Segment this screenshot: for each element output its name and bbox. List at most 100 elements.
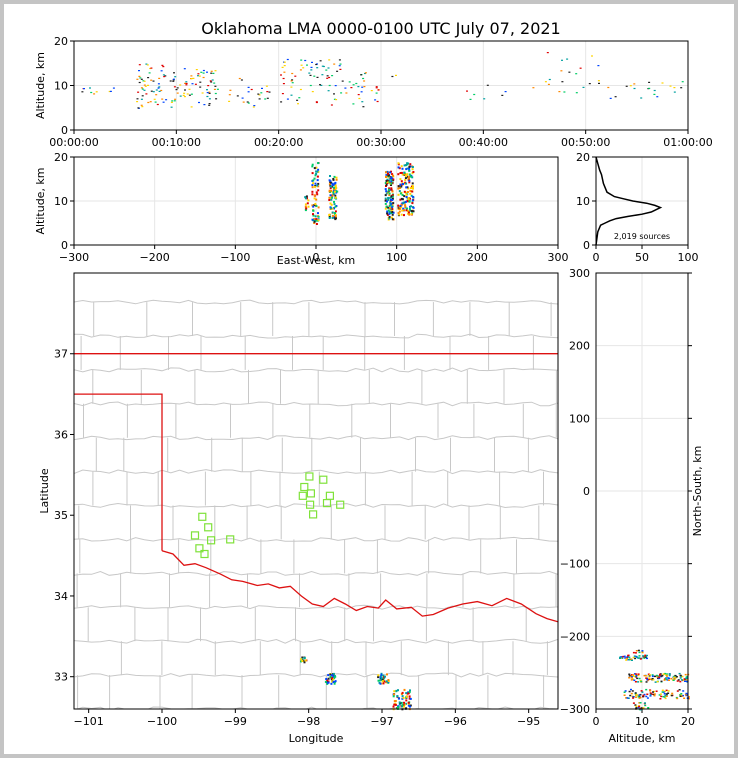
altitude-histogram-xtick-label: 0 [593,251,600,264]
lma-station-marker [319,475,328,484]
time-altitude-source-point [364,72,366,75]
ew-altitude-source-point [386,178,389,181]
time-altitude-source-point [306,64,308,66]
altitude-ns-source-point [637,657,640,659]
ew-altitude-source-point [313,218,316,221]
altitude-ns-source-point [661,691,664,693]
time-altitude-source-point [170,106,173,108]
time-altitude-source-point [350,87,353,89]
plan-view-source-point [382,682,385,685]
time-altitude-source-point [298,97,301,99]
time-altitude-source-point [150,90,153,92]
ew-altitude-xtick-label: 200 [467,251,488,264]
time-altitude-source-point [352,103,355,105]
ew-altitude-source-point [328,214,331,216]
altitude-ns-source-point [653,693,656,695]
ew-altitude-source-point [333,200,335,203]
ew-altitude-source-point [405,175,407,178]
time-altitude-source-point [247,102,250,104]
ew-altitude-source-point [405,196,408,198]
time-altitude-source-point [311,91,314,93]
altitude-ns-source-point [685,677,687,680]
ew-altitude-source-point [397,162,400,165]
plan-view-source-point [401,704,404,707]
ew-altitude-source-point [307,205,310,208]
plan-view-source-point [332,672,335,675]
altitude-ns-source-point [630,674,633,676]
altitude-ns-xtick-label: 10 [635,715,649,728]
plan-view-xtick-label: −99 [224,715,247,728]
plan-view-source-point [327,677,330,680]
plan-view-source-point [397,706,399,709]
time-altitude-source-point [582,86,585,88]
ew-altitude-source-point [331,211,334,214]
altitude-ns-source-point [658,694,661,696]
altitude-ns-source-point [644,656,647,658]
altitude-ns-source-point [648,678,651,681]
altitude-ns-source-point [638,705,641,708]
lma-station-marker [336,500,345,509]
altitude-histogram-ytick-label: 10 [576,195,590,208]
ew-altitude-source-point [384,197,387,200]
time-altitude-source-point [375,86,378,88]
time-altitude-source-point [653,89,656,92]
time-altitude-source-point [185,81,188,83]
time-altitude-source-point [280,101,283,103]
lma-station-marker [305,472,314,481]
time-altitude-source-point [300,64,303,66]
ew-altitude-source-point [392,178,395,181]
altitude-ns-source-point [649,678,652,680]
ew-altitude-source-point [411,166,414,168]
altitude-ns-source-point [682,679,685,681]
lma-station-marker [309,510,318,519]
ew-altitude-source-point [409,197,411,200]
ew-altitude-source-point [408,213,411,216]
time-altitude-source-point [315,63,318,66]
time-altitude-source-point [138,70,140,72]
time-altitude-source-point [311,61,313,63]
altitude-ns-source-point [676,690,679,692]
time-altitude-source-point [333,63,336,65]
time-altitude-source-point [169,80,172,82]
ew-altitude-source-point [305,195,308,198]
time-altitude-source-point [283,65,286,67]
ew-altitude-source-point [406,200,409,203]
plan-view-source-point [387,679,390,681]
ew-altitude-source-point [406,186,409,189]
ew-altitude-source-point [412,206,415,209]
altitude-histogram-line [595,156,663,246]
ew-altitude-source-point [408,165,411,168]
plan-view-source-point [380,677,383,680]
time-altitude-source-point [173,86,176,88]
ew-altitude-source-point [385,174,388,177]
ew-altitude-source-point [313,197,316,200]
time-altitude-source-point [165,99,168,101]
time-altitude-source-point [313,75,316,77]
altitude-ns-source-point [637,674,640,677]
altitude-ns-source-point [684,680,686,682]
plan-view-source-point [387,681,390,684]
ew-altitude-source-point [334,190,336,193]
ew-altitude-source-point [409,209,412,212]
altitude-ns-source-point [635,675,638,677]
time-altitude-source-point [136,78,139,80]
time-altitude-source-point [147,84,149,86]
altitude-ns-source-point [668,677,670,680]
time-altitude-source-point [339,68,342,70]
ew-altitude-xtick-label: −300 [59,251,89,264]
time-altitude-source-point [291,82,294,84]
time-altitude-source-point [162,101,165,103]
time-altitude-source-point [157,83,160,85]
time-altitude-source-point [155,89,158,91]
ew-altitude-source-point [411,172,414,175]
time-altitude-source-point [149,67,152,70]
ew-altitude-source-point [333,215,336,218]
time-altitude-source-point [148,72,151,74]
ew-altitude-source-point [384,194,387,197]
ew-altitude-source-point [385,205,388,208]
altitude-ns-source-point [679,677,682,679]
time-altitude-source-point [561,59,563,61]
time-altitude-source-point [179,95,182,97]
time-altitude-source-point [236,95,239,97]
plan-view-frame [73,272,559,710]
